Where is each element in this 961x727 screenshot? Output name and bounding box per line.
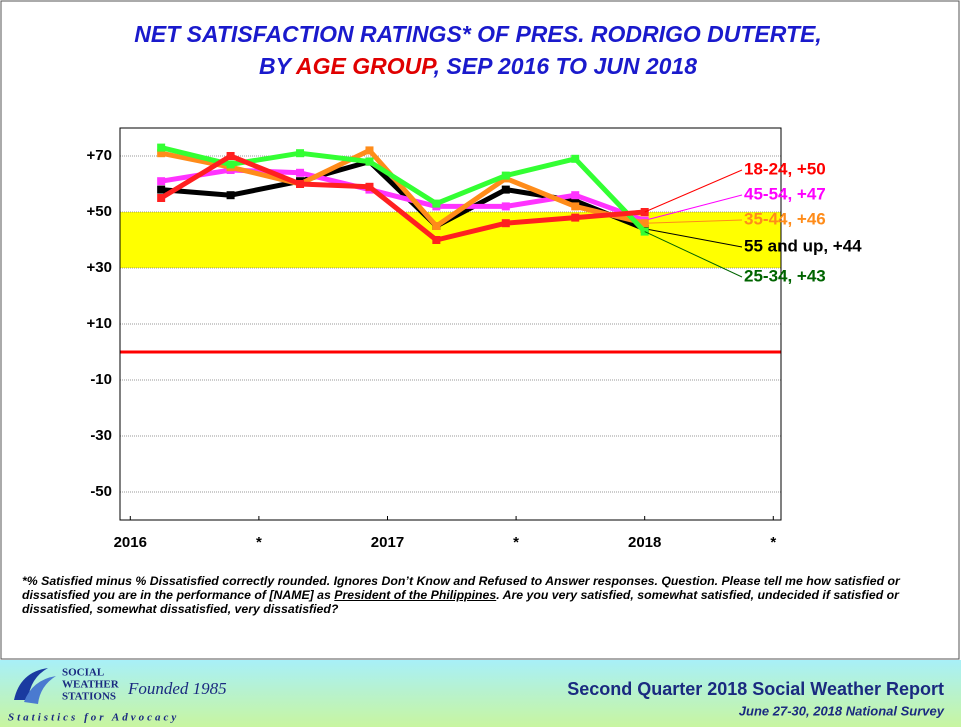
point — [432, 222, 441, 230]
point — [501, 171, 510, 180]
leader-line — [644, 219, 743, 224]
point — [296, 168, 305, 177]
point — [571, 213, 580, 222]
point — [157, 177, 166, 186]
y-tick-label: -30 — [90, 427, 112, 444]
series-line — [159, 153, 645, 243]
series-label: 55 and up, +44 — [744, 236, 862, 255]
logo-mark — [14, 668, 48, 700]
point — [365, 146, 374, 155]
plot-border — [119, 127, 782, 521]
point — [571, 154, 580, 163]
point — [432, 199, 441, 208]
x-tick-label: * — [256, 534, 262, 551]
point — [432, 236, 441, 244]
point — [501, 202, 510, 211]
y-tick-label: +50 — [87, 203, 112, 220]
footnote-underlined: President of the Philippines — [334, 588, 497, 602]
series-label: 25-34, +43 — [744, 266, 826, 285]
x-tick-label: * — [513, 534, 519, 551]
y-tick-label: +10 — [87, 315, 112, 332]
point — [226, 152, 235, 160]
point — [571, 202, 580, 211]
footer-bg — [0, 660, 961, 727]
report-title: Second Quarter 2018 Social Weather Repor… — [567, 679, 944, 699]
y-tick-label: +70 — [87, 147, 112, 164]
series-line — [160, 147, 646, 229]
point — [157, 194, 166, 202]
point — [501, 185, 510, 194]
logo: SOCIAL WEATHER STATIONS Founded 1985 Sta… — [8, 667, 227, 724]
point — [157, 185, 166, 194]
footnote: *% Satisfied minus % Dissatisfied correc… — [22, 574, 947, 616]
point — [157, 143, 166, 152]
chart-subtitle: BY AGE GROUP, SEP 2016 TO JUN 2018 — [259, 53, 697, 79]
logo-text: WEATHER — [62, 679, 120, 691]
x-tick-label: * — [770, 534, 776, 551]
x-tick-label: 2018 — [628, 534, 661, 551]
logo-text: SOCIAL — [62, 667, 104, 679]
point — [157, 149, 166, 158]
x-tick-label: 2017 — [371, 534, 404, 551]
leader-line — [644, 231, 743, 278]
series-label: 18-24, +50 — [744, 159, 826, 178]
point — [365, 182, 374, 191]
leader-line — [644, 194, 743, 221]
x-tick-label: 2016 — [114, 534, 147, 551]
point — [571, 196, 580, 205]
leader-line — [644, 228, 743, 248]
point — [296, 180, 305, 188]
leader-line — [644, 169, 743, 213]
footnote-text: *% Satisfied minus % Dissatisfied correc… — [22, 574, 900, 602]
y-tick-label: -10 — [90, 371, 112, 388]
subtitle-part: BY — [259, 53, 296, 79]
tagline: Statistics for Advocacy — [8, 712, 179, 724]
subtitle-part: , SEP 2016 TO JUN 2018 — [433, 53, 698, 79]
series-label: 45-54, +47 — [744, 184, 826, 203]
slide-border — [0, 0, 960, 660]
point — [571, 191, 580, 200]
founded: Founded 1985 — [127, 679, 227, 698]
subtitle-part: AGE GROUP — [295, 53, 437, 79]
point — [226, 191, 235, 200]
point — [226, 160, 235, 169]
chart-title: NET SATISFACTION RATINGS* OF PRES. RODRI… — [134, 21, 821, 47]
series-label: 35-44, +46 — [744, 209, 826, 228]
point — [365, 157, 374, 166]
logo-mark — [24, 676, 56, 704]
y-tick-label: +30 — [87, 259, 112, 276]
survey-date: June 27-30, 2018 National Survey — [739, 703, 945, 718]
footnote-text: . Are you very satisfied, somewhat satis… — [22, 588, 899, 616]
logo-text: STATIONS — [62, 691, 116, 703]
point — [501, 219, 510, 228]
y-tick-label: -50 — [90, 483, 112, 500]
point — [296, 149, 305, 158]
